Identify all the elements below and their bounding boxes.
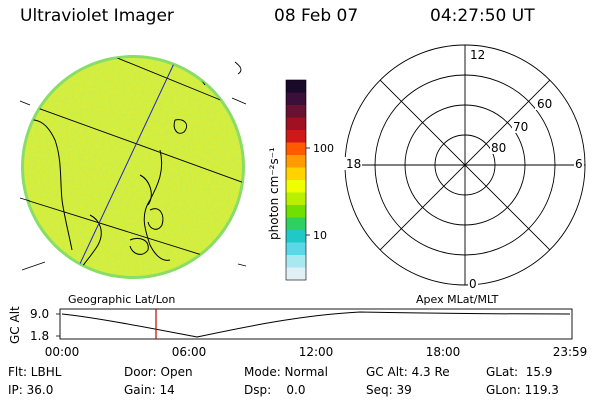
colorbar-band	[286, 255, 306, 268]
colorbar-band	[286, 242, 306, 256]
colorbar-band	[286, 180, 306, 193]
label-bg-70	[512, 120, 530, 133]
colorbar	[286, 80, 306, 281]
timeline-ytick-low: 1.8	[30, 329, 49, 343]
label-bg-12	[468, 48, 486, 61]
label-bg-80	[490, 141, 508, 154]
timeline-xtick-0600: 06:00	[172, 345, 207, 359]
colorbar-band	[286, 117, 306, 131]
mode-info: Mode: Normal	[244, 365, 328, 379]
mlat-label-80: 80	[491, 141, 506, 155]
colorbar-band	[286, 217, 306, 231]
colorbar-band	[286, 167, 306, 181]
mlt-label-12: 12	[470, 48, 485, 62]
timeline-xtick-1800: 18:00	[426, 345, 461, 359]
colorbar-band	[286, 192, 306, 206]
gain-info: Gain: 14	[124, 383, 175, 397]
colorbar-band	[286, 105, 306, 118]
date-label: 08 Feb 07	[274, 6, 359, 26]
colorbar-tick-10: 10	[313, 229, 327, 242]
timeline-ytick-high: 9.0	[30, 307, 49, 321]
mlat-label-60: 60	[537, 97, 552, 111]
latlon-grid-outside	[19, 61, 247, 271]
seq-info: Seq: 39	[366, 383, 412, 397]
timeline-y-ticks	[56, 313, 60, 337]
label-bg-0	[468, 277, 478, 290]
polar-grid	[344, 44, 586, 286]
label-bg-6	[574, 157, 584, 170]
door-info: Door: Open	[124, 365, 193, 379]
colorbar-unit-label: photon cm⁻²s⁻¹	[267, 147, 281, 240]
colorbar-frame	[285, 79, 307, 281]
apex-caption: Apex MLat/MLT	[416, 293, 499, 306]
colorbar-band	[286, 130, 306, 143]
ip-info: IP: 36.0	[8, 383, 54, 397]
label-bg-60	[535, 97, 553, 110]
colorbar-band	[286, 230, 306, 243]
colorbar-band	[286, 92, 306, 106]
geographic-caption: Geographic Lat/Lon	[68, 293, 175, 306]
label-bg-18	[344, 157, 362, 170]
dsp-info: Dsp: 0.0	[244, 383, 306, 397]
timeline-xtick-2359: 23:59	[553, 345, 588, 359]
glon-info: GLon: 119.3	[486, 383, 559, 397]
timeline-xtick-1200: 12:00	[299, 345, 334, 359]
colorbar-ticks	[306, 147, 310, 236]
time-label: 04:27:50 UT	[430, 6, 535, 26]
mlt-label-18: 18	[346, 157, 361, 171]
mlt-label-0: 0	[469, 277, 477, 291]
polar-diagonal-2	[379, 79, 551, 251]
timeline-frame	[59, 308, 573, 340]
gc-alt-info: GC Alt: 4.3 Re	[366, 365, 450, 379]
colorbar-band	[286, 205, 306, 218]
colorbar-tick-100: 100	[313, 142, 334, 155]
colorbar-band	[286, 142, 306, 156]
glat-info: GLat: 15.9	[486, 365, 553, 379]
timeline-ylabel: GC Alt	[8, 306, 22, 344]
altitude-curve	[61, 311, 571, 338]
meridian-line	[69, 57, 179, 277]
colorbar-band	[286, 155, 306, 168]
colorbar-band	[286, 80, 306, 93]
geographic-image	[19, 55, 247, 279]
filter-info: Flt: LBHL	[8, 365, 62, 379]
mlat-label-70: 70	[513, 120, 528, 134]
mlt-label-6: 6	[575, 157, 583, 171]
instrument-title: Ultraviolet Imager	[20, 6, 174, 26]
colorbar-band	[286, 267, 306, 281]
timeline-xtick-0000: 00:00	[45, 345, 80, 359]
